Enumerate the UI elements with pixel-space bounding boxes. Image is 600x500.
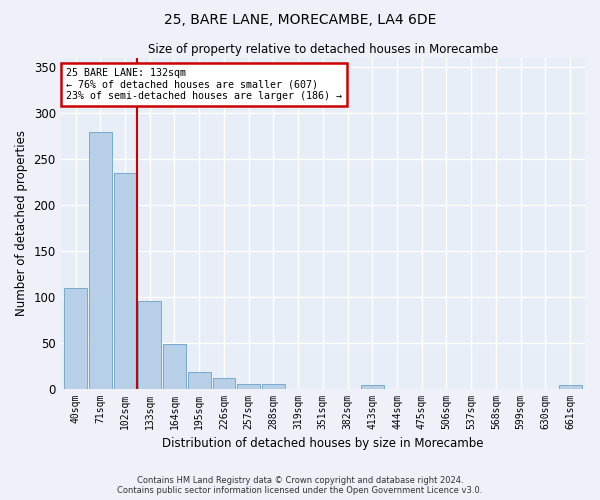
Bar (237, 384, 260, 388)
Bar (559, 385, 581, 388)
Text: 25 BARE LANE: 132sqm
← 76% of detached houses are smaller (607)
23% of semi-deta: 25 BARE LANE: 132sqm ← 76% of detached h… (66, 68, 342, 101)
X-axis label: Distribution of detached houses by size in Morecambe: Distribution of detached houses by size … (162, 437, 484, 450)
Bar (262, 384, 285, 388)
Text: Contains HM Land Registry data © Crown copyright and database right 2024.
Contai: Contains HM Land Registry data © Crown c… (118, 476, 482, 495)
Bar (212, 378, 235, 388)
Bar (163, 344, 186, 388)
Bar (89, 132, 112, 388)
Bar (361, 385, 383, 388)
Y-axis label: Number of detached properties: Number of detached properties (15, 130, 28, 316)
Bar (64, 288, 87, 388)
Bar (188, 372, 211, 388)
Text: 25, BARE LANE, MORECAMBE, LA4 6DE: 25, BARE LANE, MORECAMBE, LA4 6DE (164, 12, 436, 26)
Bar (139, 302, 161, 388)
Title: Size of property relative to detached houses in Morecambe: Size of property relative to detached ho… (148, 42, 498, 56)
Bar (113, 173, 136, 388)
